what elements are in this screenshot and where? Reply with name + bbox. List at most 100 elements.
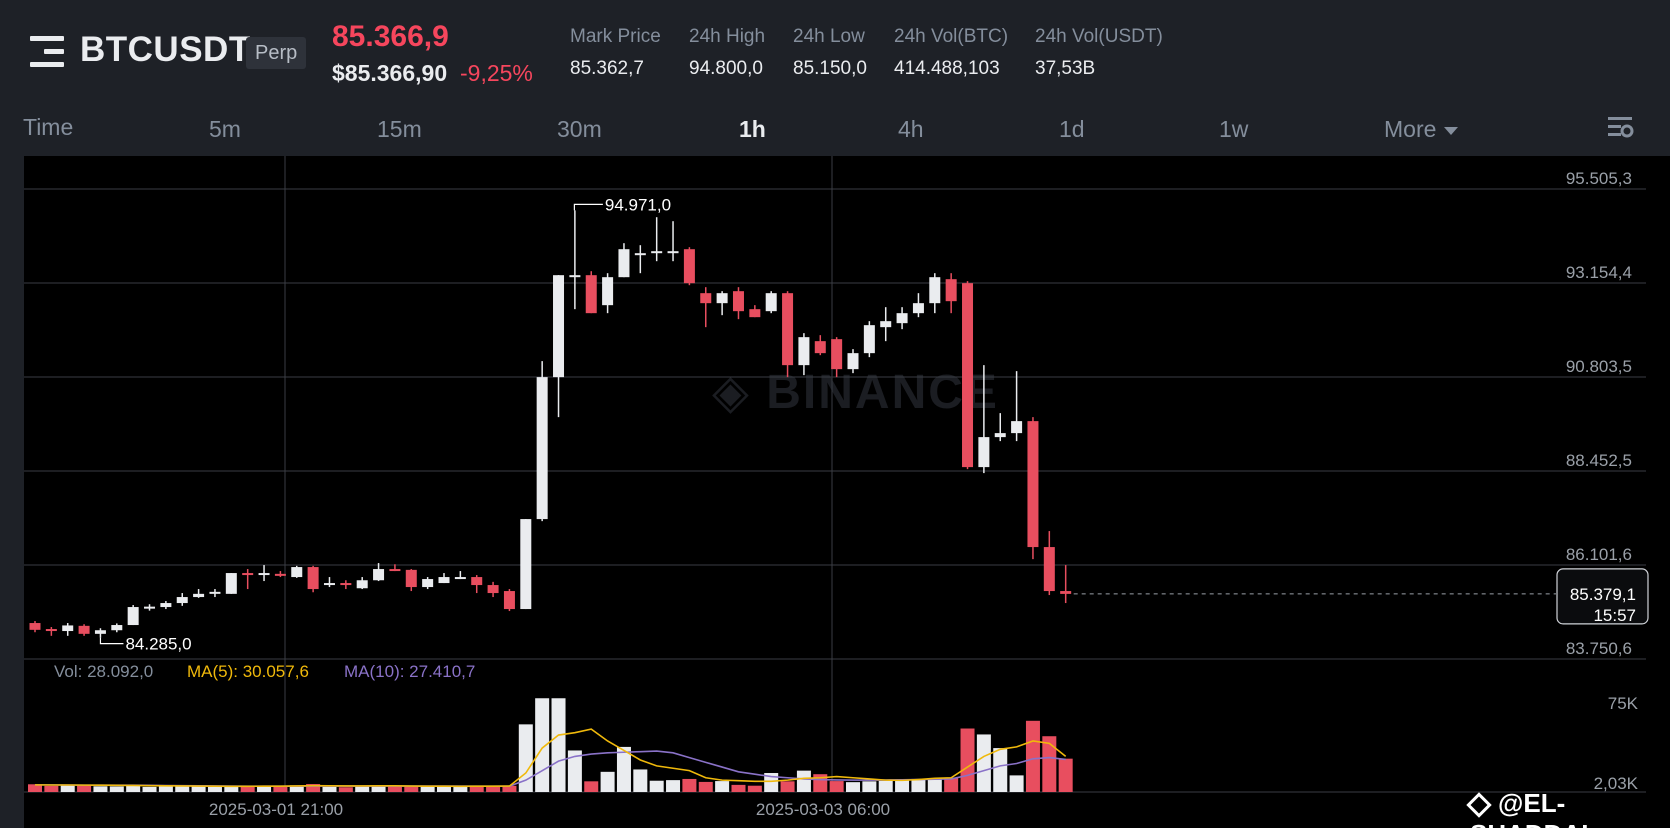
24h-vol-btc-label: 24h Vol(BTC) <box>894 26 1009 47</box>
tab-more[interactable]: More <box>1384 116 1459 143</box>
chart-settings-icon[interactable] <box>1606 113 1634 141</box>
volume-bar <box>829 781 844 792</box>
volume-bar <box>927 777 942 792</box>
diamond-icon <box>1466 792 1492 818</box>
price-change-percent: -9,25% <box>460 60 533 86</box>
volume-bar <box>616 746 631 792</box>
chart-area[interactable] <box>24 156 1670 828</box>
volume-bar <box>486 786 501 792</box>
volume-bar <box>207 786 222 792</box>
volume-bar <box>698 781 713 792</box>
current-price-box <box>1556 568 1649 625</box>
candle-body <box>503 591 515 610</box>
volume-bar <box>649 780 664 792</box>
volume-bar <box>715 781 730 792</box>
candle-body <box>1011 421 1023 434</box>
tab-time[interactable]: Time <box>23 114 74 140</box>
candle-body <box>176 597 188 604</box>
tab-15m[interactable]: 15m <box>377 116 422 142</box>
candle-body <box>683 249 695 284</box>
candle-body <box>422 579 434 588</box>
last-price: 85.366,9 <box>332 20 449 53</box>
candle-body <box>1043 547 1055 592</box>
volume-bar <box>764 773 779 792</box>
candle-body <box>700 293 712 304</box>
candle-body <box>242 573 254 576</box>
candle-body <box>536 377 548 520</box>
volume-bar <box>666 780 681 792</box>
tab-4h[interactable]: 4h <box>898 116 924 142</box>
candle-body <box>307 567 319 590</box>
volume-bar <box>911 778 926 792</box>
candle-body <box>438 577 450 584</box>
tab-1w[interactable]: 1w <box>1219 116 1249 142</box>
volume-bar <box>224 786 239 792</box>
candle-body <box>782 293 794 366</box>
author-credit-text: @EL-SHADDAI <box>1470 788 1588 828</box>
tab-5m[interactable]: 5m <box>209 116 241 142</box>
usd-price: $85.366,90 <box>332 60 448 86</box>
volume-bar <box>1058 758 1073 792</box>
volume-bar <box>551 698 566 792</box>
tab-30m[interactable]: 30m <box>557 116 602 142</box>
candle-body <box>29 623 41 630</box>
candle-body <box>340 583 352 586</box>
volume-bar <box>93 786 108 792</box>
volume-bar <box>1009 775 1024 792</box>
volume-bar <box>387 785 402 792</box>
volume-bar <box>895 779 910 792</box>
candle-body <box>831 339 843 370</box>
candle-body <box>258 573 270 576</box>
volume-bar <box>1025 720 1040 792</box>
candle-body <box>1027 421 1039 548</box>
candle-body <box>880 321 892 328</box>
volume-bar <box>469 786 484 792</box>
volume-bar <box>60 785 75 792</box>
candle-body <box>585 275 597 314</box>
volume-bar <box>1042 736 1057 792</box>
24h-high-value: 94.800,0 <box>689 58 763 79</box>
candle-body <box>749 309 761 318</box>
candle-countdown-label: 15:57 <box>1593 606 1636 625</box>
candle-body <box>962 283 974 468</box>
symbol-name[interactable]: BTCUSDT <box>80 30 251 69</box>
volume-bar <box>437 786 451 792</box>
candle-body <box>389 569 401 572</box>
volume-label: Vol: 28.092,0 <box>54 662 153 681</box>
high-marker-label: 94.971,0 <box>605 195 671 214</box>
tab-1h[interactable]: 1h <box>739 116 766 142</box>
volume-bar <box>273 786 288 792</box>
candle-body <box>78 625 90 634</box>
candle-body <box>569 275 581 278</box>
exchange-watermark-icon: ◈ BINANCE <box>712 366 999 419</box>
candle-body <box>912 303 924 314</box>
candle-body <box>863 325 875 354</box>
menu-icon[interactable] <box>30 36 64 68</box>
low-marker-label: 84.285,0 <box>125 635 191 654</box>
ma10-label: MA(10): 27.410,7 <box>344 662 475 681</box>
candle-body <box>209 591 221 594</box>
candle-body <box>323 583 335 586</box>
volume-bar <box>126 785 141 792</box>
tab-1d[interactable]: 1d <box>1059 116 1085 142</box>
volume-bar <box>322 786 337 792</box>
volume-axis-tick: 2,03K <box>1594 774 1639 793</box>
volume-bar <box>862 781 877 792</box>
volume-bar <box>371 785 386 792</box>
candle-body <box>62 625 74 632</box>
candle-body <box>945 279 957 302</box>
volume-bar <box>600 771 615 792</box>
volume-bar <box>976 734 991 792</box>
volume-bar <box>289 785 304 792</box>
volume-bar <box>453 786 468 792</box>
candle-body <box>602 277 614 306</box>
24h-low-value: 85.150,0 <box>793 58 867 79</box>
candle-body <box>193 593 205 598</box>
ma5-label: MA(5): 30.057,6 <box>187 662 309 681</box>
candle-body <box>160 603 172 608</box>
price-axis-tick: 90.803,5 <box>1566 357 1632 376</box>
volume-bar <box>28 784 42 792</box>
volume-bar <box>420 786 435 792</box>
volume-bar <box>796 770 811 792</box>
